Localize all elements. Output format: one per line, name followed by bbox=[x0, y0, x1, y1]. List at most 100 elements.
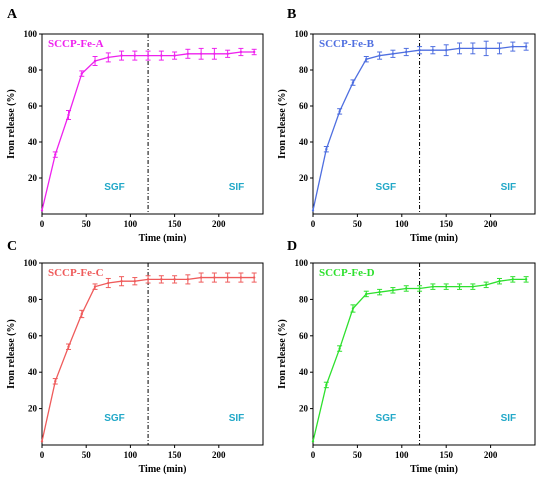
x-tick-label: 0 bbox=[40, 450, 45, 460]
y-tick-label: 40 bbox=[28, 137, 38, 147]
x-tick-label: 150 bbox=[439, 219, 453, 229]
x-tick-label: 50 bbox=[82, 450, 92, 460]
x-axis-title: Time (min) bbox=[139, 464, 187, 475]
phase-label-sgf: SGF bbox=[376, 182, 397, 193]
x-axis-title: Time (min) bbox=[139, 233, 187, 244]
phase-label-sif: SIF bbox=[501, 413, 517, 424]
series-line bbox=[41, 51, 255, 211]
data-point bbox=[173, 54, 176, 57]
data-point bbox=[458, 285, 461, 288]
data-point bbox=[239, 276, 243, 279]
x-tick-label: 200 bbox=[484, 219, 498, 229]
data-point bbox=[213, 52, 216, 55]
data-point bbox=[311, 440, 315, 443]
data-point bbox=[338, 347, 341, 350]
data-point bbox=[239, 50, 243, 54]
phase-label-sif: SIF bbox=[229, 182, 245, 193]
data-point bbox=[338, 110, 341, 113]
y-tick-label: 80 bbox=[299, 65, 309, 75]
x-tick-label: 50 bbox=[353, 219, 363, 229]
data-point bbox=[252, 276, 256, 279]
data-point bbox=[431, 49, 435, 52]
data-point bbox=[511, 278, 514, 281]
data-point bbox=[378, 54, 381, 57]
panel-label: B bbox=[287, 7, 296, 22]
data-point bbox=[445, 49, 448, 52]
data-point bbox=[391, 289, 395, 292]
x-tick-label: 200 bbox=[484, 450, 498, 460]
data-point bbox=[498, 47, 501, 50]
data-point bbox=[186, 52, 190, 55]
y-axis-title: Iron release (%) bbox=[6, 89, 17, 159]
data-point bbox=[93, 59, 97, 63]
panel-label: C bbox=[7, 239, 17, 254]
data-point bbox=[146, 278, 150, 281]
data-point bbox=[365, 58, 368, 61]
data-point bbox=[445, 285, 448, 288]
legend-entry: SCCP-Fe-A bbox=[48, 38, 104, 50]
data-point bbox=[351, 81, 355, 84]
x-tick-label: 50 bbox=[82, 219, 92, 229]
data-point bbox=[405, 287, 408, 290]
data-point bbox=[107, 56, 110, 59]
phase-label-sif: SIF bbox=[501, 182, 517, 193]
x-tick-label: 50 bbox=[353, 450, 363, 460]
panel-label: A bbox=[7, 7, 18, 22]
y-axis-title: Iron release (%) bbox=[277, 319, 288, 389]
data-point bbox=[378, 290, 381, 294]
x-tick-label: 150 bbox=[168, 219, 182, 229]
plot-frame bbox=[312, 262, 536, 446]
legend-entry: SCCP-Fe-C bbox=[48, 267, 104, 279]
data-point bbox=[133, 280, 137, 283]
data-point bbox=[311, 209, 315, 212]
y-tick-label: 60 bbox=[299, 331, 309, 341]
x-tick-label: 200 bbox=[212, 450, 226, 460]
y-tick-label: 20 bbox=[28, 173, 38, 183]
data-point bbox=[54, 153, 57, 156]
data-point bbox=[351, 307, 355, 310]
data-point bbox=[199, 52, 203, 55]
legend-entry: SCCP-Fe-B bbox=[319, 38, 375, 50]
y-tick-label: 100 bbox=[24, 29, 38, 39]
phase-label-sif: SIF bbox=[229, 413, 245, 424]
x-tick-label: 100 bbox=[395, 450, 409, 460]
y-tick-label: 80 bbox=[299, 294, 309, 304]
data-point bbox=[67, 113, 70, 117]
data-point bbox=[418, 287, 421, 290]
data-point bbox=[458, 47, 461, 50]
y-tick-label: 60 bbox=[28, 101, 38, 111]
x-tick-label: 100 bbox=[124, 450, 138, 460]
data-point bbox=[120, 54, 123, 57]
plot-frame bbox=[312, 33, 536, 215]
data-point bbox=[431, 285, 435, 288]
x-tick-label: 100 bbox=[395, 219, 409, 229]
data-point bbox=[160, 54, 163, 57]
data-point bbox=[160, 278, 163, 281]
x-axis-title: Time (min) bbox=[410, 233, 458, 244]
x-tick-label: 100 bbox=[124, 219, 138, 229]
data-point bbox=[133, 54, 137, 57]
data-point bbox=[107, 281, 110, 285]
data-point bbox=[252, 50, 256, 54]
data-point bbox=[40, 440, 44, 443]
y-tick-label: 100 bbox=[295, 29, 309, 39]
plot-frame bbox=[41, 262, 264, 446]
data-point bbox=[120, 280, 123, 283]
data-point bbox=[325, 148, 328, 151]
legend-entry: SCCP-Fe-D bbox=[319, 267, 375, 279]
x-tick-label: 0 bbox=[40, 219, 45, 229]
y-tick-label: 60 bbox=[299, 101, 309, 111]
x-tick-label: 200 bbox=[212, 219, 226, 229]
y-axis-title: Iron release (%) bbox=[277, 89, 288, 159]
y-tick-label: 60 bbox=[28, 331, 38, 341]
x-tick-label: 0 bbox=[311, 219, 316, 229]
data-point bbox=[524, 278, 528, 281]
y-tick-label: 100 bbox=[295, 258, 309, 268]
y-tick-label: 20 bbox=[28, 404, 38, 414]
data-point bbox=[186, 278, 190, 281]
data-point bbox=[511, 45, 514, 48]
y-tick-label: 80 bbox=[28, 294, 38, 304]
